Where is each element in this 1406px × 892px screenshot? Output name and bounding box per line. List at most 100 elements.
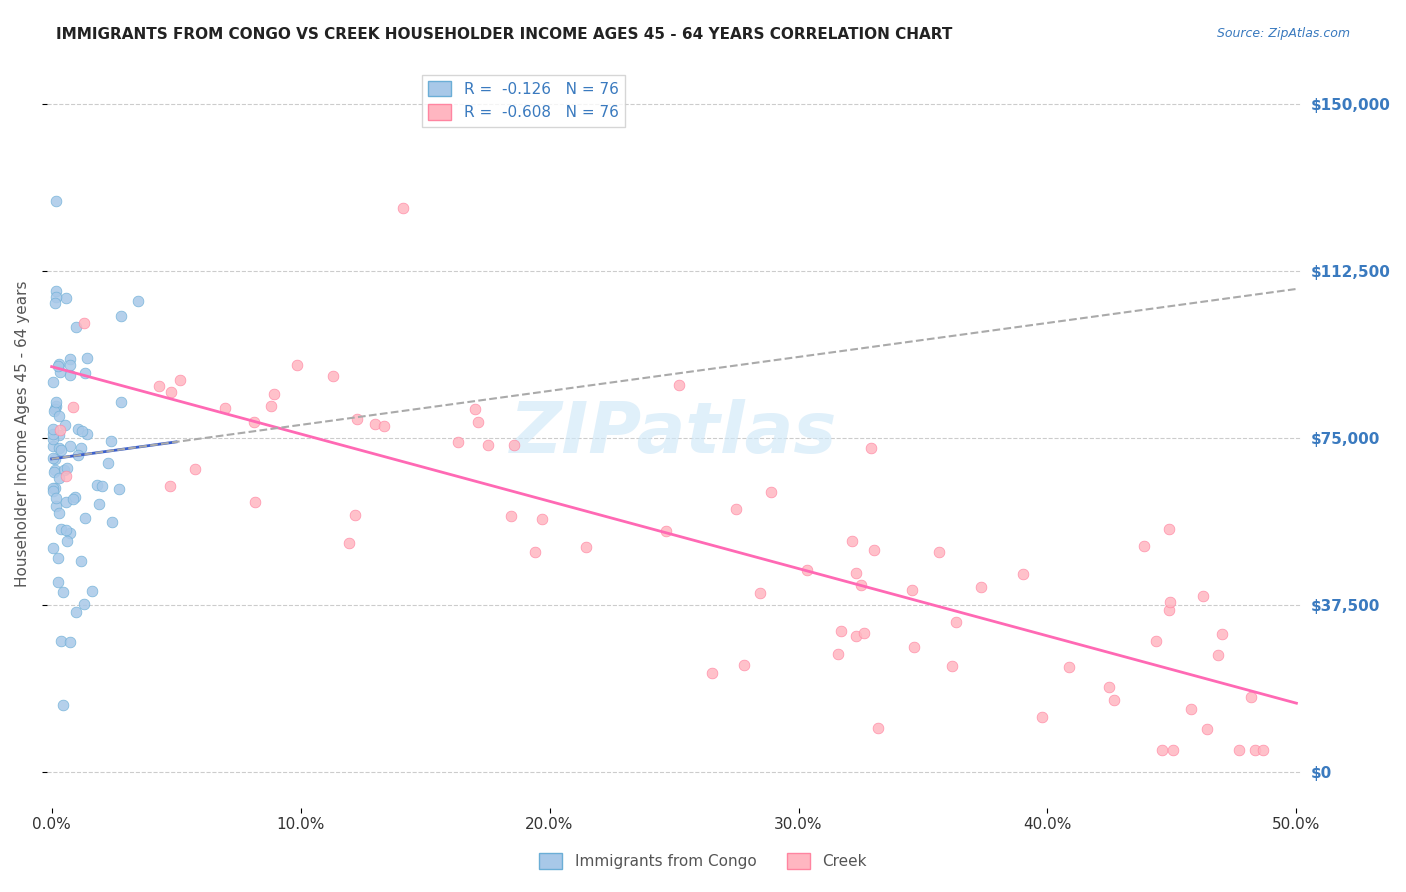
Point [1240,690,1263,705]
Point [44,481,66,495]
Point [45,399,67,413]
Point [48,441,70,455]
Point [44,463,66,477]
Point [42,451,65,466]
Point [42,484,65,499]
Point [1159,595,1181,609]
Point [45,290,67,304]
Legend: R =  -0.126   N = 76, R =  -0.608   N = 76: R = -0.126 N = 76, R = -0.608 N = 76 [422,75,624,127]
Point [52,584,75,599]
Legend: Immigrants from Congo, Creek: Immigrants from Congo, Creek [533,847,873,875]
Point [96,456,118,470]
Point [70,441,93,455]
Point [63,490,86,504]
Point [1197,722,1219,736]
Point [849,578,872,592]
Point [45,499,67,513]
Point [58,526,80,541]
Point [285,358,308,372]
Point [1031,710,1053,724]
Point [44,452,66,467]
Point [263,386,285,401]
Point [52,463,75,477]
Point [447,435,470,450]
Point [49,365,72,379]
Y-axis label: Householder Income Ages 45 - 64 years: Householder Income Ages 45 - 64 years [15,280,30,587]
Point [392,201,415,215]
Point [65,605,87,619]
Point [148,378,170,392]
Point [46,575,69,590]
Point [42,439,65,453]
Point [110,395,132,409]
Point [48,471,70,485]
Point [73,316,96,330]
Text: IMMIGRANTS FROM CONGO VS CREEK HOUSEHOLDER INCOME AGES 45 - 64 YEARS CORRELATION: IMMIGRANTS FROM CONGO VS CREEK HOUSEHOLD… [56,27,953,42]
Point [346,412,368,426]
Point [928,545,950,559]
Point [49,423,72,437]
Point [48,409,70,423]
Point [42,422,65,436]
Point [42,481,65,495]
Point [467,415,489,429]
Point [42,432,65,446]
Point [52,698,75,712]
Point [110,309,132,323]
Point [72,424,94,438]
Point [49,634,72,648]
Point [59,351,82,366]
Point [749,586,772,600]
Point [827,648,849,662]
Point [70,554,93,568]
Point [945,615,967,629]
Point [53,417,76,432]
Point [724,502,747,516]
Point [44,402,66,417]
Point [48,357,70,371]
Point [127,293,149,308]
Point [159,479,181,493]
Point [42,426,65,441]
Point [55,494,77,508]
Point [941,658,963,673]
Point [100,515,122,529]
Point [523,545,546,559]
Point [169,373,191,387]
Point [80,584,103,599]
Point [499,508,522,523]
Point [1157,602,1180,616]
Point [845,566,868,580]
Text: ZIPatlas: ZIPatlas [510,399,838,468]
Point [464,402,486,417]
Point [73,366,96,380]
Point [1152,743,1174,757]
Point [863,542,886,557]
Point [42,541,65,555]
Point [1211,626,1233,640]
Point [62,491,84,506]
Point [830,624,852,638]
Point [159,384,181,399]
Point [260,399,283,413]
Point [100,434,122,448]
Point [59,368,82,382]
Point [759,484,782,499]
Text: Source: ZipAtlas.com: Source: ZipAtlas.com [1216,27,1350,40]
Point [48,428,70,442]
Point [1157,522,1180,536]
Point [45,284,67,298]
Point [860,441,883,455]
Point [1227,743,1250,757]
Point [62,400,84,414]
Point [46,359,69,374]
Point [184,462,207,476]
Point [42,375,65,389]
Point [853,625,876,640]
Point [1206,648,1229,662]
Point [700,666,723,681]
Point [46,551,69,566]
Point [655,524,678,538]
Point [1098,680,1121,694]
Point [59,358,82,372]
